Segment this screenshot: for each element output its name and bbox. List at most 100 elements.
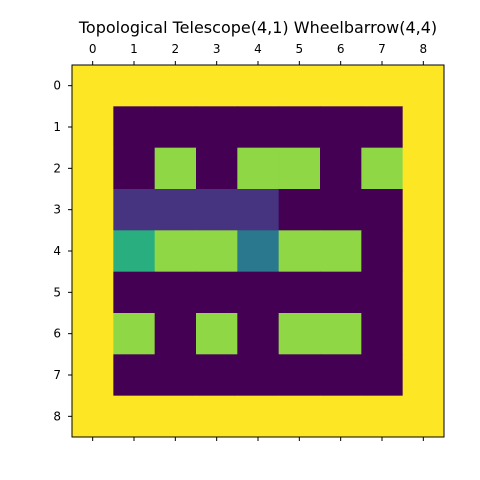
heatmap-cell-r4-c1 (113, 230, 156, 273)
heatmap-cell-r7-c4 (237, 354, 280, 397)
heatmap-cell-r7-c7 (361, 354, 404, 397)
x-tick-label-3: 3 (213, 42, 221, 56)
heatmap-cell-r0-c7 (361, 65, 404, 107)
y-tick-label-8: 8 (53, 409, 61, 423)
heatmap-cell-r1-c3 (196, 106, 238, 149)
heatmap-cell-r2-c1 (113, 147, 156, 190)
heatmap-cell-r4-c2 (154, 230, 197, 273)
heatmap-cell-r5-c2 (154, 271, 197, 314)
heatmap-cell-r7-c2 (154, 354, 197, 397)
x-tick-label-0: 0 (89, 42, 97, 56)
heatmap-cell-r0-c6 (320, 65, 362, 107)
heatmap-cell-r8-c1 (113, 395, 156, 438)
heatmap-cell-r4-c8 (402, 230, 445, 273)
heatmap-cell-r3-c0 (72, 189, 114, 231)
heatmap-cell-r6-c6 (320, 313, 362, 355)
heatmap-cell-r2-c7 (361, 147, 404, 190)
heatmap-cell-r5-c0 (72, 271, 114, 314)
heatmap-cell-r0-c1 (113, 65, 156, 107)
y-tick-label-6: 6 (53, 327, 61, 341)
x-tick-label-4: 4 (254, 42, 262, 56)
heatmap-cell-r8-c6 (320, 395, 362, 438)
heatmap-cell-r7-c5 (278, 354, 321, 397)
heatmap-cell-r6-c3 (196, 313, 238, 355)
heatmap-cell-r5-c3 (196, 271, 238, 314)
heatmap-cell-r4-c7 (361, 230, 404, 273)
x-tick-label-1: 1 (130, 42, 138, 56)
x-tick-label-8: 8 (420, 42, 428, 56)
heatmap-cell-r0-c0 (72, 65, 114, 107)
heatmap-cell-r7-c8 (402, 354, 445, 397)
heatmap-cell-r2-c6 (320, 147, 362, 190)
heatmap-cell-r1-c8 (402, 106, 445, 149)
heatmap-cell-r6-c5 (278, 313, 321, 355)
heatmap-cell-r1-c1 (113, 106, 156, 149)
heatmap-cell-r7-c0 (72, 354, 114, 397)
heatmap-cell-r4-c5 (278, 230, 321, 273)
heatmap-cell-r8-c3 (196, 395, 238, 438)
heatmap-cell-r3-c2 (154, 189, 197, 231)
y-axis-ticks: 0 1 2 3 4 5 6 7 8 (53, 79, 72, 423)
y-tick-label-0: 0 (53, 79, 61, 93)
x-tick-label-5: 5 (296, 42, 304, 56)
heatmap-cell-r0-c4 (237, 65, 280, 107)
heatmap-cell-r3-c8 (402, 189, 445, 231)
y-tick-label-3: 3 (53, 203, 61, 217)
heatmap-cell-r1-c6 (320, 106, 362, 149)
heatmap-cell-r5-c4 (237, 271, 280, 314)
heatmap-cell-r0-c8 (402, 65, 445, 107)
heatmap-cell-r4-c3 (196, 230, 238, 273)
heatmap-cell-r5-c7 (361, 271, 404, 314)
heatmap-cell-r7-c3 (196, 354, 238, 397)
y-tick-label-2: 2 (53, 161, 61, 175)
heatmap-cell-r8-c7 (361, 395, 404, 438)
x-axis-ticks: 0 1 2 3 4 5 6 7 8 (89, 42, 427, 441)
y-tick-label-5: 5 (53, 285, 61, 299)
heatmap-cell-r8-c8 (402, 395, 445, 438)
y-tick-label-7: 7 (53, 368, 61, 382)
heatmap-cell-r0-c5 (278, 65, 321, 107)
heatmap-cell-r2-c3 (196, 147, 238, 190)
heatmap-cell-r6-c4 (237, 313, 280, 355)
y-tick-label-1: 1 (53, 120, 61, 134)
heatmap-cell-r3-c7 (361, 189, 404, 231)
heatmap-cell-r3-c5 (278, 189, 321, 231)
x-tick-label-2: 2 (172, 42, 180, 56)
heatmap-cell-r1-c4 (237, 106, 280, 149)
heatmap-cell-r3-c4 (237, 189, 280, 231)
heatmap-cell-r0-c2 (154, 65, 197, 107)
heatmap-cell-r2-c8 (402, 147, 445, 190)
heatmap-cell-r3-c6 (320, 189, 362, 231)
heatmap-cell-r4-c0 (72, 230, 114, 273)
heatmap-cell-r8-c5 (278, 395, 321, 438)
heatmap-cell-r5-c6 (320, 271, 362, 314)
heatmap-cell-r3-c1 (113, 189, 156, 231)
heatmap-cell-r6-c0 (72, 313, 114, 355)
heatmap-cell-r0-c3 (196, 65, 238, 107)
heatmap-cell-r2-c2 (154, 147, 197, 190)
x-tick-label-6: 6 (337, 42, 345, 56)
heatmap-cell-r6-c1 (113, 313, 156, 355)
heatmap-cell-r6-c8 (402, 313, 445, 355)
heatmap-cell-r2-c4 (237, 147, 280, 190)
heatmap-cell-r1-c5 (278, 106, 321, 149)
heatmap-cell-r2-c5 (278, 147, 321, 190)
heatmap-cell-r4-c6 (320, 230, 362, 273)
y-tick-label-4: 4 (53, 244, 61, 258)
heatmap-cell-r5-c8 (402, 271, 445, 314)
heatmap-cell-r8-c4 (237, 395, 280, 438)
x-tick-label-7: 7 (378, 42, 386, 56)
heatmap-cell-r2-c0 (72, 147, 114, 190)
heatmap-cell-r1-c7 (361, 106, 404, 149)
heatmap-cell-r8-c2 (154, 395, 197, 438)
heatmap-cell-r3-c3 (196, 189, 238, 231)
heatmap-cell-r6-c2 (154, 313, 197, 355)
chart-title: Topological Telescope(4,1) Wheelbarrow(4… (78, 18, 437, 37)
heatmap-cell-r5-c1 (113, 271, 156, 314)
heatmap-cell-r5-c5 (278, 271, 321, 314)
heatmap-cell-r4-c4 (237, 230, 280, 273)
heatmap-cell-r1-c2 (154, 106, 197, 149)
heatmap-cells (72, 65, 445, 438)
heatmap-cell-r7-c1 (113, 354, 156, 397)
